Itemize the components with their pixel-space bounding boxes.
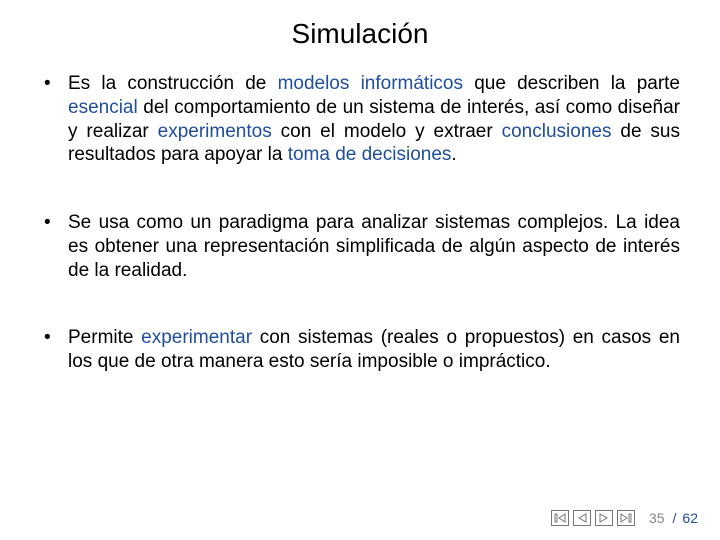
- highlight-text: experimentos: [158, 121, 272, 142]
- page-number-total: 62: [682, 510, 698, 526]
- slide-title: Simulación: [40, 18, 680, 50]
- slide-footer: 35 / 62: [551, 510, 698, 526]
- bullet-item: Es la construcción de modelos informátic…: [40, 72, 680, 167]
- text-run: Permite: [68, 327, 141, 348]
- nav-last-button[interactable]: [617, 510, 635, 526]
- highlight-text: experimentar: [141, 327, 252, 348]
- highlight-text: esencial: [68, 97, 138, 118]
- prev-icon: [576, 513, 588, 523]
- first-icon: [554, 513, 566, 523]
- bullet-item: Permite experimentar con sistemas (reale…: [40, 326, 680, 374]
- bullet-item: Se usa como un paradigma para analizar s…: [40, 211, 680, 282]
- text-run: Es la construcción de: [68, 73, 278, 94]
- nav-prev-button[interactable]: [573, 510, 591, 526]
- bullet-list: Es la construcción de modelos informátic…: [40, 72, 680, 374]
- nav-button-group: [551, 510, 635, 526]
- text-run: Se usa como un paradigma para analizar s…: [68, 212, 680, 281]
- text-run: .: [451, 144, 456, 165]
- last-icon: [620, 513, 632, 523]
- slide: Simulación Es la construcción de modelos…: [0, 0, 720, 540]
- slide-body: Es la construcción de modelos informátic…: [40, 72, 680, 374]
- nav-first-button[interactable]: [551, 510, 569, 526]
- nav-next-button[interactable]: [595, 510, 613, 526]
- highlight-text: conclusiones: [502, 121, 612, 142]
- page-number-current: 35: [649, 510, 665, 526]
- text-run: que describen la parte: [463, 73, 680, 94]
- highlight-text: toma de decisiones: [288, 144, 452, 165]
- text-run: con el modelo y extraer: [272, 121, 502, 142]
- page-number-separator: /: [673, 510, 677, 526]
- next-icon: [598, 513, 610, 523]
- highlight-text: modelos informáticos: [278, 73, 463, 94]
